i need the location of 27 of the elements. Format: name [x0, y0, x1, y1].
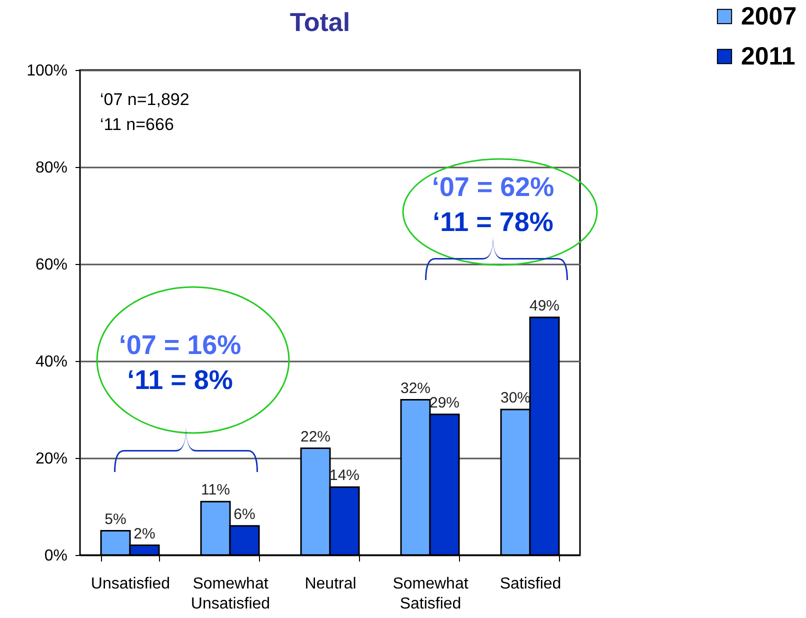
annotation: ‘07 n=1,892 — [100, 90, 190, 109]
x-tick-label: Somewhat Satisfied — [392, 576, 469, 612]
chart-title: Total — [290, 7, 350, 37]
y-tick-label: 60% — [35, 256, 68, 274]
data-label: 6% — [234, 506, 256, 523]
x-tick-label: Unsatisfied — [90, 576, 170, 592]
data-label: 11% — [201, 482, 230, 499]
data-label: 2% — [134, 525, 156, 542]
annotation: ‘11 n=666 — [100, 115, 174, 134]
x-tick-label: Neutral — [304, 576, 356, 592]
y-tick-label: 80% — [35, 160, 68, 176]
x-tick-label: Somewhat Unsatisfied — [190, 576, 270, 612]
data-label: 49% — [529, 297, 560, 314]
legend-label: 2011 — [741, 42, 796, 70]
annotation: ‘11 = 8% — [127, 365, 233, 395]
annotation: ‘11 = 78% — [432, 207, 554, 237]
data-label: 22% — [300, 428, 331, 446]
y-tick-label: 20% — [35, 450, 68, 468]
data-label: 5% — [104, 510, 126, 528]
annotation: ‘07 = 62% — [432, 172, 554, 202]
y-tick-label: 0% — [44, 548, 68, 564]
y-tick-label: 100% — [26, 62, 68, 80]
y-tick-label: 40% — [35, 354, 68, 370]
annotation: ‘07 = 16% — [118, 330, 242, 360]
data-label: 32% — [400, 380, 431, 397]
legend-label: 2007 — [741, 2, 797, 30]
x-tick-label: Satisfied — [500, 576, 562, 592]
